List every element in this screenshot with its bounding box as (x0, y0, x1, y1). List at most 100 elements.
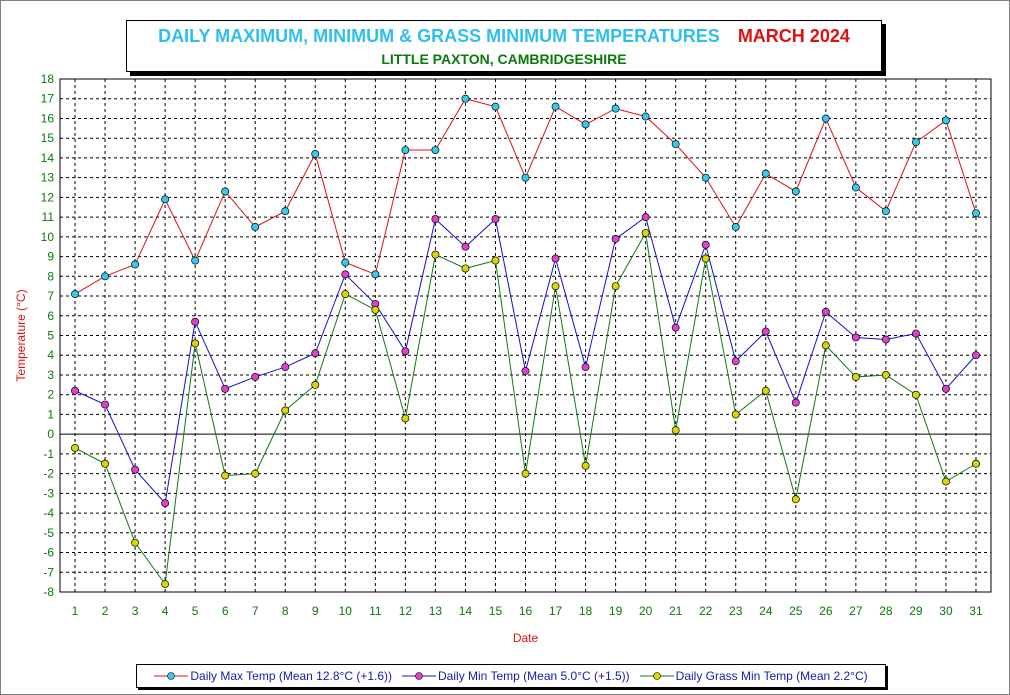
legend-label-min: Daily Min Temp (Mean 5.0°C (+1.5)) (438, 669, 630, 683)
x-axis-title: Date (513, 631, 539, 645)
x-tick-label: 23 (729, 604, 743, 618)
data-point (131, 465, 140, 474)
y-tick-label: 11 (42, 210, 55, 224)
data-point (671, 140, 680, 149)
x-tick-label: 30 (939, 604, 953, 618)
data-point (341, 270, 350, 279)
data-point (311, 150, 320, 158)
data-point (761, 327, 770, 336)
x-tick-label: 27 (849, 604, 863, 618)
series-layer (71, 94, 980, 589)
x-tick-label: 17 (549, 604, 563, 618)
data-point (581, 120, 590, 129)
y-axis-title: Temperature (°C) (14, 289, 28, 381)
data-point (101, 459, 109, 468)
y-tick-label: 0 (47, 427, 54, 441)
data-point (71, 386, 79, 395)
data-point (911, 390, 920, 399)
data-point (221, 187, 230, 196)
y-tick-label: 4 (47, 348, 54, 362)
y-tick-label: -7 (43, 565, 54, 579)
y-tick-label: 16 (41, 111, 55, 125)
data-point (461, 94, 470, 103)
data-point (191, 339, 200, 348)
data-point (311, 349, 320, 358)
data-point (281, 363, 290, 372)
data-point (191, 256, 200, 265)
data-point (611, 282, 620, 291)
legend-label-max: Daily Max Temp (Mean 12.8°C (+1.6)) (190, 669, 393, 683)
data-point (731, 357, 740, 366)
x-tick-label: 9 (312, 604, 319, 618)
x-tick-label: 24 (759, 604, 773, 618)
data-point (581, 461, 590, 470)
data-point (251, 223, 260, 231)
x-tick-label: 28 (879, 604, 893, 618)
x-tick-label: 21 (669, 604, 683, 618)
data-point (942, 384, 950, 393)
data-point (851, 372, 860, 381)
data-point (731, 410, 740, 419)
data-point (371, 305, 380, 314)
y-tick-label: 3 (47, 368, 54, 382)
data-point (401, 347, 410, 356)
data-point (371, 270, 380, 279)
y-tick-label: 6 (47, 309, 54, 323)
data-point (881, 207, 890, 216)
data-point (551, 102, 560, 111)
data-point (611, 104, 620, 113)
data-point (131, 260, 140, 269)
data-point (521, 469, 530, 478)
data-point (101, 400, 109, 409)
series-1 (71, 213, 980, 508)
y-tick-labels: 1817161514131211109876543210-1-2-3-4-5-6… (41, 72, 55, 599)
data-point (431, 146, 440, 154)
x-tick-label: 6 (222, 604, 229, 618)
data-point (521, 173, 530, 182)
data-point (431, 215, 440, 224)
plot-area-border (59, 78, 992, 593)
data-point (281, 207, 290, 216)
data-point (341, 290, 350, 299)
data-point (131, 538, 140, 547)
data-point (821, 341, 830, 350)
y-tick-label: -5 (43, 526, 54, 540)
x-tick-label: 25 (789, 604, 803, 618)
legend-swatch-max (154, 672, 189, 680)
data-point (401, 414, 410, 423)
data-point (101, 272, 109, 281)
data-point (161, 195, 170, 204)
data-point (641, 228, 650, 237)
data-point (341, 258, 350, 267)
data-point (71, 444, 79, 452)
data-point (701, 240, 710, 249)
data-point (491, 102, 500, 111)
x-tick-label: 19 (609, 604, 623, 618)
x-tick-label: 12 (399, 604, 413, 618)
series-0 (71, 94, 980, 299)
data-point (851, 333, 860, 342)
data-point (701, 173, 710, 182)
data-point (461, 264, 470, 273)
chart-month: MARCH 2024 (737, 26, 850, 46)
x-tick-label: 1 (72, 604, 79, 618)
chart-title: DAILY MAXIMUM, MINIMUM & GRASS MINIMUM T… (158, 26, 720, 46)
y-tick-label: 1 (47, 407, 54, 421)
legend: Daily Max Temp (Mean 12.8°C (+1.6)) Dail… (136, 664, 886, 688)
title-line: DAILY MAXIMUM, MINIMUM & GRASS MINIMUM T… (127, 26, 881, 47)
x-tick-label: 29 (909, 604, 923, 618)
data-point (942, 477, 950, 486)
data-point (191, 317, 200, 326)
x-tick-label: 16 (519, 604, 533, 618)
legend-item-grass: Daily Grass Min Temp (Mean 2.2°C) (639, 669, 868, 683)
x-tick-label: 26 (819, 604, 833, 618)
y-tick-label: 18 (41, 72, 55, 86)
data-point (401, 146, 410, 154)
data-point (761, 169, 770, 178)
data-point (972, 459, 980, 468)
y-tick-label: 14 (41, 151, 55, 165)
data-point (972, 209, 980, 218)
data-point (791, 398, 800, 407)
data-point (972, 351, 980, 360)
y-tick-label: 5 (47, 329, 54, 343)
